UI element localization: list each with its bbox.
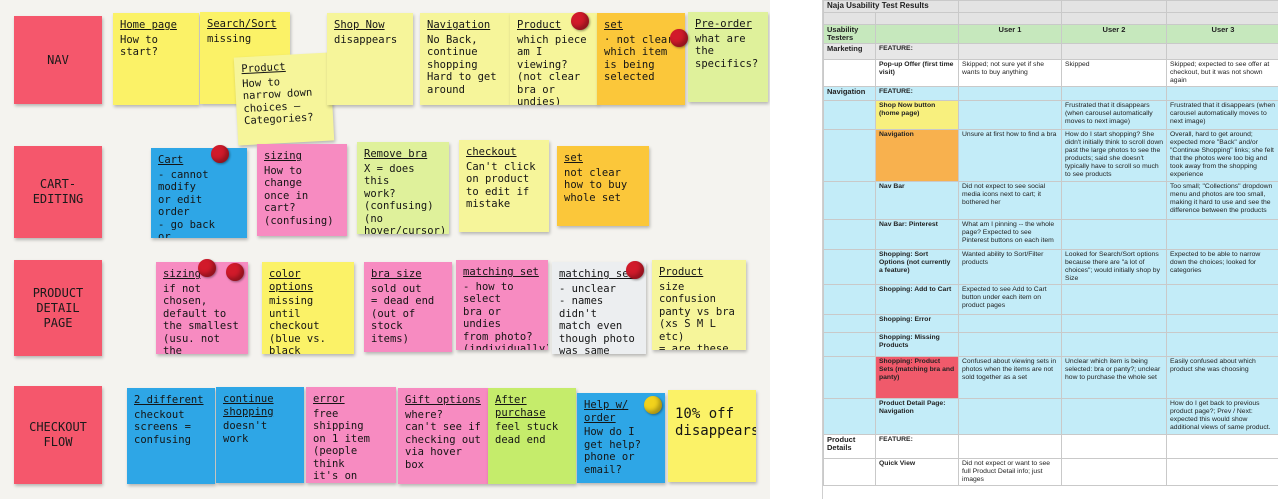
sticky-note: bra size sold out = dead end (out of stoc… bbox=[364, 262, 452, 352]
user2-cell bbox=[1061, 284, 1168, 315]
sticky-note: sizing How to change once in cart? (confu… bbox=[257, 144, 347, 236]
user3-cell: Expected to be able to narrow down the c… bbox=[1166, 249, 1278, 285]
sticky-note-wall: NAV CART- EDITING PRODUCT DETAIL PAGE CH… bbox=[0, 0, 770, 499]
user1-cell: Did not expect to see social media icons… bbox=[958, 181, 1063, 220]
user3-cell: Overall, hard to get around; expected mo… bbox=[1166, 129, 1278, 182]
sticky-note: 2 different checkout screens = confusing bbox=[127, 388, 215, 484]
pushpin-icon bbox=[211, 145, 229, 163]
feature-cell: Pop-up Offer (first time visit) bbox=[874, 59, 960, 87]
sticky-note: Cart - cannot modify or edit order - go b… bbox=[151, 148, 247, 238]
sticky-note: color options missing until checkout (blu… bbox=[262, 262, 354, 354]
sticky-note: matching set - unclear - names didn't mat… bbox=[552, 262, 646, 354]
sticky-note: error free shipping on 1 item (people thi… bbox=[306, 387, 396, 483]
feature-cell: Quick View bbox=[874, 458, 960, 486]
feature-label: FEATURE: bbox=[874, 43, 960, 60]
feature-cell: Navigation bbox=[874, 129, 960, 182]
results-table: Naja Usability Test Results Usability Te… bbox=[823, 0, 1278, 486]
row-label-cart-editing: CART- EDITING bbox=[14, 146, 102, 238]
sticky-note: Navigation No Back, continue shopping Har… bbox=[420, 13, 510, 105]
feature-cell: Nav Bar: Pinterest bbox=[874, 219, 960, 250]
sticky-note: After purchase feel stuck dead end bbox=[488, 388, 576, 484]
sticky-note: Gift options where? can't see if checking… bbox=[398, 388, 488, 484]
feature-cell: Shopping: Sort Options (not currently a … bbox=[874, 249, 960, 285]
header-user-3: User 3 bbox=[1166, 24, 1278, 44]
sticky-note: continue shopping doesn't work bbox=[216, 387, 304, 483]
user2-cell: How do I start shopping? She didn't init… bbox=[1061, 129, 1168, 182]
pushpin-icon bbox=[644, 396, 662, 414]
feature-cell: Shop Now button (home page) bbox=[874, 100, 960, 130]
user1-cell: Did not expect or want to see full Produ… bbox=[958, 458, 1063, 486]
user2-cell bbox=[1061, 181, 1168, 220]
section-navigation: Navigation bbox=[823, 86, 876, 101]
user2-cell: Skipped bbox=[1061, 59, 1168, 87]
row-label-product-detail-page: PRODUCT DETAIL PAGE bbox=[14, 260, 102, 356]
sticky-note: Remove bra X = does this work? (confusing… bbox=[357, 142, 449, 234]
feature-label: FEATURE: bbox=[874, 86, 960, 101]
feature-cell: Product Detail Page: Navigation bbox=[874, 398, 960, 435]
sticky-note: set not clear how to buy whole set bbox=[557, 146, 649, 226]
sticky-note: 10% off disappears bbox=[668, 390, 756, 482]
sticky-note: Shop Now disappears bbox=[327, 13, 413, 105]
user3-cell: How do I get back to previous product pa… bbox=[1166, 398, 1278, 435]
row-label-nav: NAV bbox=[14, 16, 102, 104]
section-product-details: Product Details bbox=[823, 434, 876, 459]
user1-cell: Expected to see Add to Cart button under… bbox=[958, 284, 1063, 315]
sticky-note: matching set - how to select bra or undie… bbox=[456, 260, 548, 350]
user3-cell: Too small; "Collections" dropdown menu a… bbox=[1166, 181, 1278, 220]
header-user-1: User 1 bbox=[958, 24, 1063, 44]
usability-spreadsheet: Naja Usability Test Results Usability Te… bbox=[822, 0, 1278, 499]
feature-cell: Shopping: Missing Products bbox=[874, 332, 960, 357]
sheet-title: Naja Usability Test Results bbox=[823, 0, 960, 13]
user2-cell: Unclear which item is being selected: br… bbox=[1061, 356, 1168, 399]
user3-cell bbox=[1166, 284, 1278, 315]
user1-cell: Unsure at first how to find a bra bbox=[958, 129, 1063, 182]
feature-cell: Shopping: Product Sets (matching bra and… bbox=[874, 356, 960, 399]
section-marketing: Marketing bbox=[823, 43, 876, 60]
user2-cell bbox=[1061, 219, 1168, 250]
user3-cell bbox=[1166, 219, 1278, 250]
user2-cell: Looked for Search/Sort options because t… bbox=[1061, 249, 1168, 285]
user1-cell: What am I pinning -- the whole page? Exp… bbox=[958, 219, 1063, 250]
pushpin-icon bbox=[571, 12, 589, 30]
header-user-2: User 2 bbox=[1061, 24, 1168, 44]
user3-cell: Frustrated that it disappears (when caro… bbox=[1166, 100, 1278, 130]
sticky-note: Pre-order what are the specifics? bbox=[688, 12, 768, 102]
pushpin-icon bbox=[198, 259, 216, 277]
pushpin-icon bbox=[226, 263, 244, 281]
sticky-note: set · not clear which item is being selec… bbox=[597, 13, 685, 105]
feature-label: FEATURE: bbox=[874, 434, 960, 459]
row-label-checkout-flow: CHECKOUT FLOW bbox=[14, 386, 102, 484]
feature-cell: Nav Bar bbox=[874, 181, 960, 220]
feature-cell: Shopping: Error bbox=[874, 314, 960, 333]
sticky-note: Product How to narrow down choices – Cate… bbox=[233, 52, 335, 146]
user1-cell: Wanted ability to Sort/Filter products bbox=[958, 249, 1063, 285]
sticky-note: Home page How to start? bbox=[113, 13, 199, 105]
user1-cell bbox=[958, 100, 1063, 130]
user1-cell: Skipped; not sure yet if she wants to bu… bbox=[958, 59, 1063, 87]
pushpin-icon bbox=[626, 261, 644, 279]
pushpin-icon bbox=[670, 29, 688, 47]
user1-cell: Confused about viewing sets in photos wh… bbox=[958, 356, 1063, 399]
user3-cell: Easily confused about which product she … bbox=[1166, 356, 1278, 399]
feature-cell: Shopping: Add to Cart bbox=[874, 284, 960, 315]
user2-cell: Frustrated that it disappears (when caro… bbox=[1061, 100, 1168, 130]
sticky-note: Product size confusion panty vs bra (xs S… bbox=[652, 260, 746, 350]
sticky-note: checkout Can't click on product to edit i… bbox=[459, 140, 549, 232]
header-section: Usability Testers bbox=[823, 24, 876, 44]
user3-cell: Skipped; expected to see offer at checko… bbox=[1166, 59, 1278, 87]
